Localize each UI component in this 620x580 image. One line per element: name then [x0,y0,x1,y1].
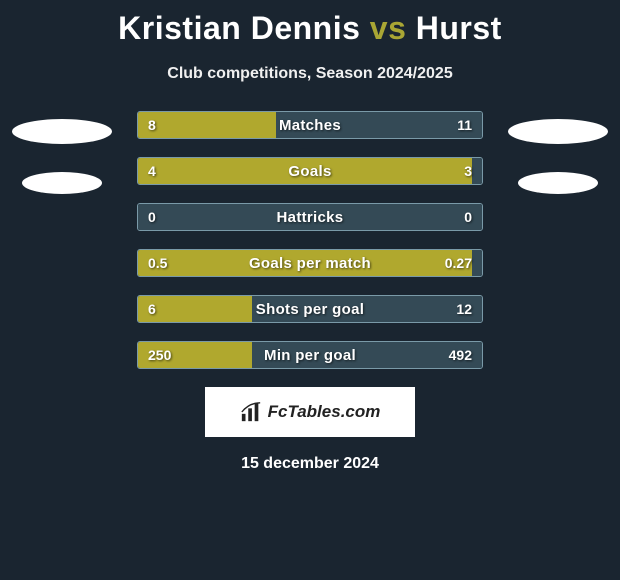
player2-name: Hurst [416,10,502,46]
stat-row: Goals4 3 [137,157,483,185]
stat-label: Shots per goal [138,296,482,322]
stat-row: Matches8 11 [137,111,483,139]
chart-icon [240,401,262,423]
stat-value-right: 0 [464,204,472,230]
player1-crest [22,172,102,194]
stat-label: Goals per match [138,250,482,276]
stat-row: Goals per match0.5 0.27 [137,249,483,277]
date-text: 15 december 2024 [0,455,620,473]
stat-row: Hattricks0 0 [137,203,483,231]
stat-value-left: 0.5 [148,250,167,276]
stat-label: Hattricks [138,204,482,230]
comparison-content: Matches8 11 Goals4 3 Hattricks0 0 Goals per ma… [0,111,620,369]
stat-value-right: 3 [464,158,472,184]
stat-value-right: 0.27 [445,250,472,276]
stat-label: Goals [138,158,482,184]
stat-label: Min per goal [138,342,482,368]
stat-row: Shots per goal6 12 [137,295,483,323]
player1-name: Kristian Dennis [118,10,360,46]
stat-value-right: 11 [457,112,472,138]
stat-value-right: 492 [449,342,472,368]
logo-text: FcTables.com [268,402,381,422]
stat-value-left: 4 [148,158,156,184]
stat-bars: Matches8 11 Goals4 3 Hattricks0 0 Goals per ma… [137,111,483,369]
left-avatar-column [7,119,117,194]
vs-text: vs [370,10,407,46]
subtitle: Club competitions, Season 2024/2025 [0,65,620,83]
page-title: Kristian Dennis vs Hurst [0,0,620,47]
stat-label: Matches [138,112,482,138]
player2-crest [518,172,598,194]
stat-value-left: 250 [148,342,171,368]
right-avatar-column [503,119,613,194]
stat-value-right: 12 [456,296,472,322]
stat-row: Min per goal250 492 [137,341,483,369]
stat-value-left: 0 [148,204,156,230]
stat-value-left: 6 [148,296,156,322]
player1-avatar [12,119,112,144]
fctables-logo: FcTables.com [205,387,415,437]
player2-avatar [508,119,608,144]
stat-value-left: 8 [148,112,156,138]
